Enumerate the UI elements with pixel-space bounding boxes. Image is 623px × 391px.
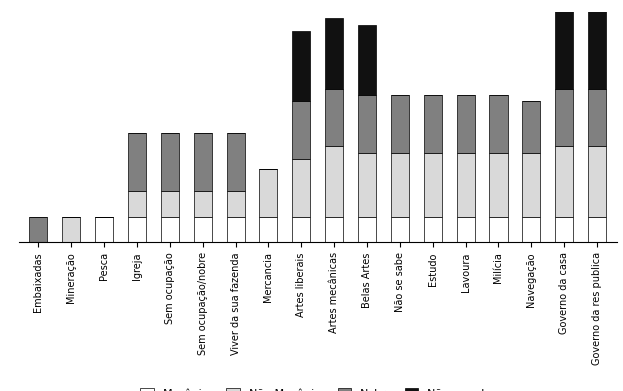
Bar (325, 18, 343, 89)
Bar (555, 217, 573, 242)
Bar (391, 153, 409, 217)
Bar (391, 217, 409, 242)
Bar (358, 217, 376, 242)
Bar (259, 169, 277, 217)
Bar (128, 191, 146, 217)
Bar (325, 89, 343, 146)
Bar (555, 89, 573, 146)
Bar (588, 0, 606, 89)
Bar (128, 133, 146, 191)
Bar (292, 101, 310, 159)
Bar (555, 0, 573, 89)
Bar (29, 217, 47, 242)
Bar (128, 217, 146, 242)
Bar (358, 95, 376, 153)
Bar (522, 153, 540, 217)
Bar (161, 191, 179, 217)
Bar (588, 146, 606, 217)
Bar (490, 217, 508, 242)
Bar (424, 95, 442, 153)
Bar (194, 133, 212, 191)
Bar (490, 95, 508, 153)
Bar (161, 217, 179, 242)
Bar (490, 153, 508, 217)
Bar (194, 217, 212, 242)
Bar (358, 25, 376, 95)
Bar (292, 217, 310, 242)
Bar (325, 146, 343, 217)
Bar (227, 217, 245, 242)
Bar (325, 217, 343, 242)
Bar (424, 153, 442, 217)
Bar (424, 217, 442, 242)
Bar (522, 101, 540, 153)
Bar (555, 146, 573, 217)
Bar (62, 217, 80, 242)
Bar (95, 217, 113, 242)
Bar (259, 217, 277, 242)
Bar (457, 153, 475, 217)
Legend: Mecânico, Não Mecânico, Nobre, Não se sabe: Mecânico, Não Mecânico, Nobre, Não se sa… (136, 383, 500, 391)
Bar (358, 153, 376, 217)
Bar (588, 89, 606, 146)
Bar (194, 191, 212, 217)
Bar (227, 133, 245, 191)
Bar (457, 217, 475, 242)
Bar (391, 95, 409, 153)
Bar (588, 217, 606, 242)
Bar (227, 191, 245, 217)
Bar (292, 159, 310, 217)
Bar (522, 217, 540, 242)
Bar (161, 133, 179, 191)
Bar (292, 31, 310, 101)
Bar (457, 95, 475, 153)
